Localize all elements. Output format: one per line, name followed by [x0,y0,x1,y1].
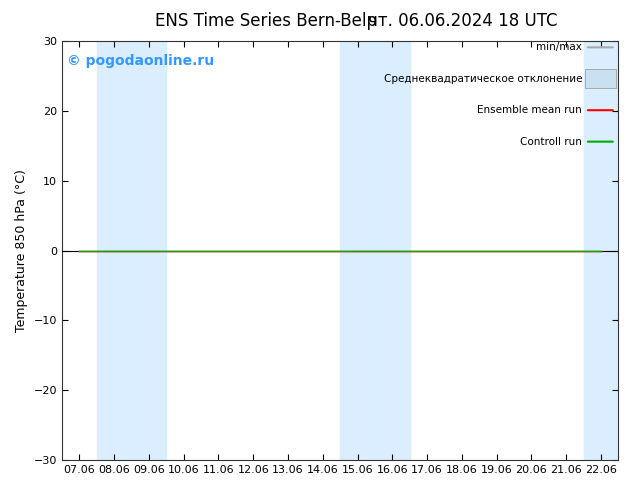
Text: Ensemble mean run: Ensemble mean run [477,105,582,115]
Text: Среднеквадратическое отклонение: Среднеквадратическое отклонение [384,74,582,84]
Text: ENS Time Series Bern-Belp: ENS Time Series Bern-Belp [155,12,377,30]
Bar [340,41,410,460]
Text: min/max: min/max [536,42,582,52]
FancyBboxPatch shape [585,70,616,88]
Y-axis label: Temperature 850 hPa (°C): Temperature 850 hPa (°C) [15,169,28,332]
Text: чт. 06.06.2024 18 UTC: чт. 06.06.2024 18 UTC [368,12,557,30]
Text: © pogodaonline.ru: © pogodaonline.ru [67,53,214,68]
Bar [97,41,166,460]
Text: Controll run: Controll run [521,137,582,147]
Bar [584,41,634,460]
